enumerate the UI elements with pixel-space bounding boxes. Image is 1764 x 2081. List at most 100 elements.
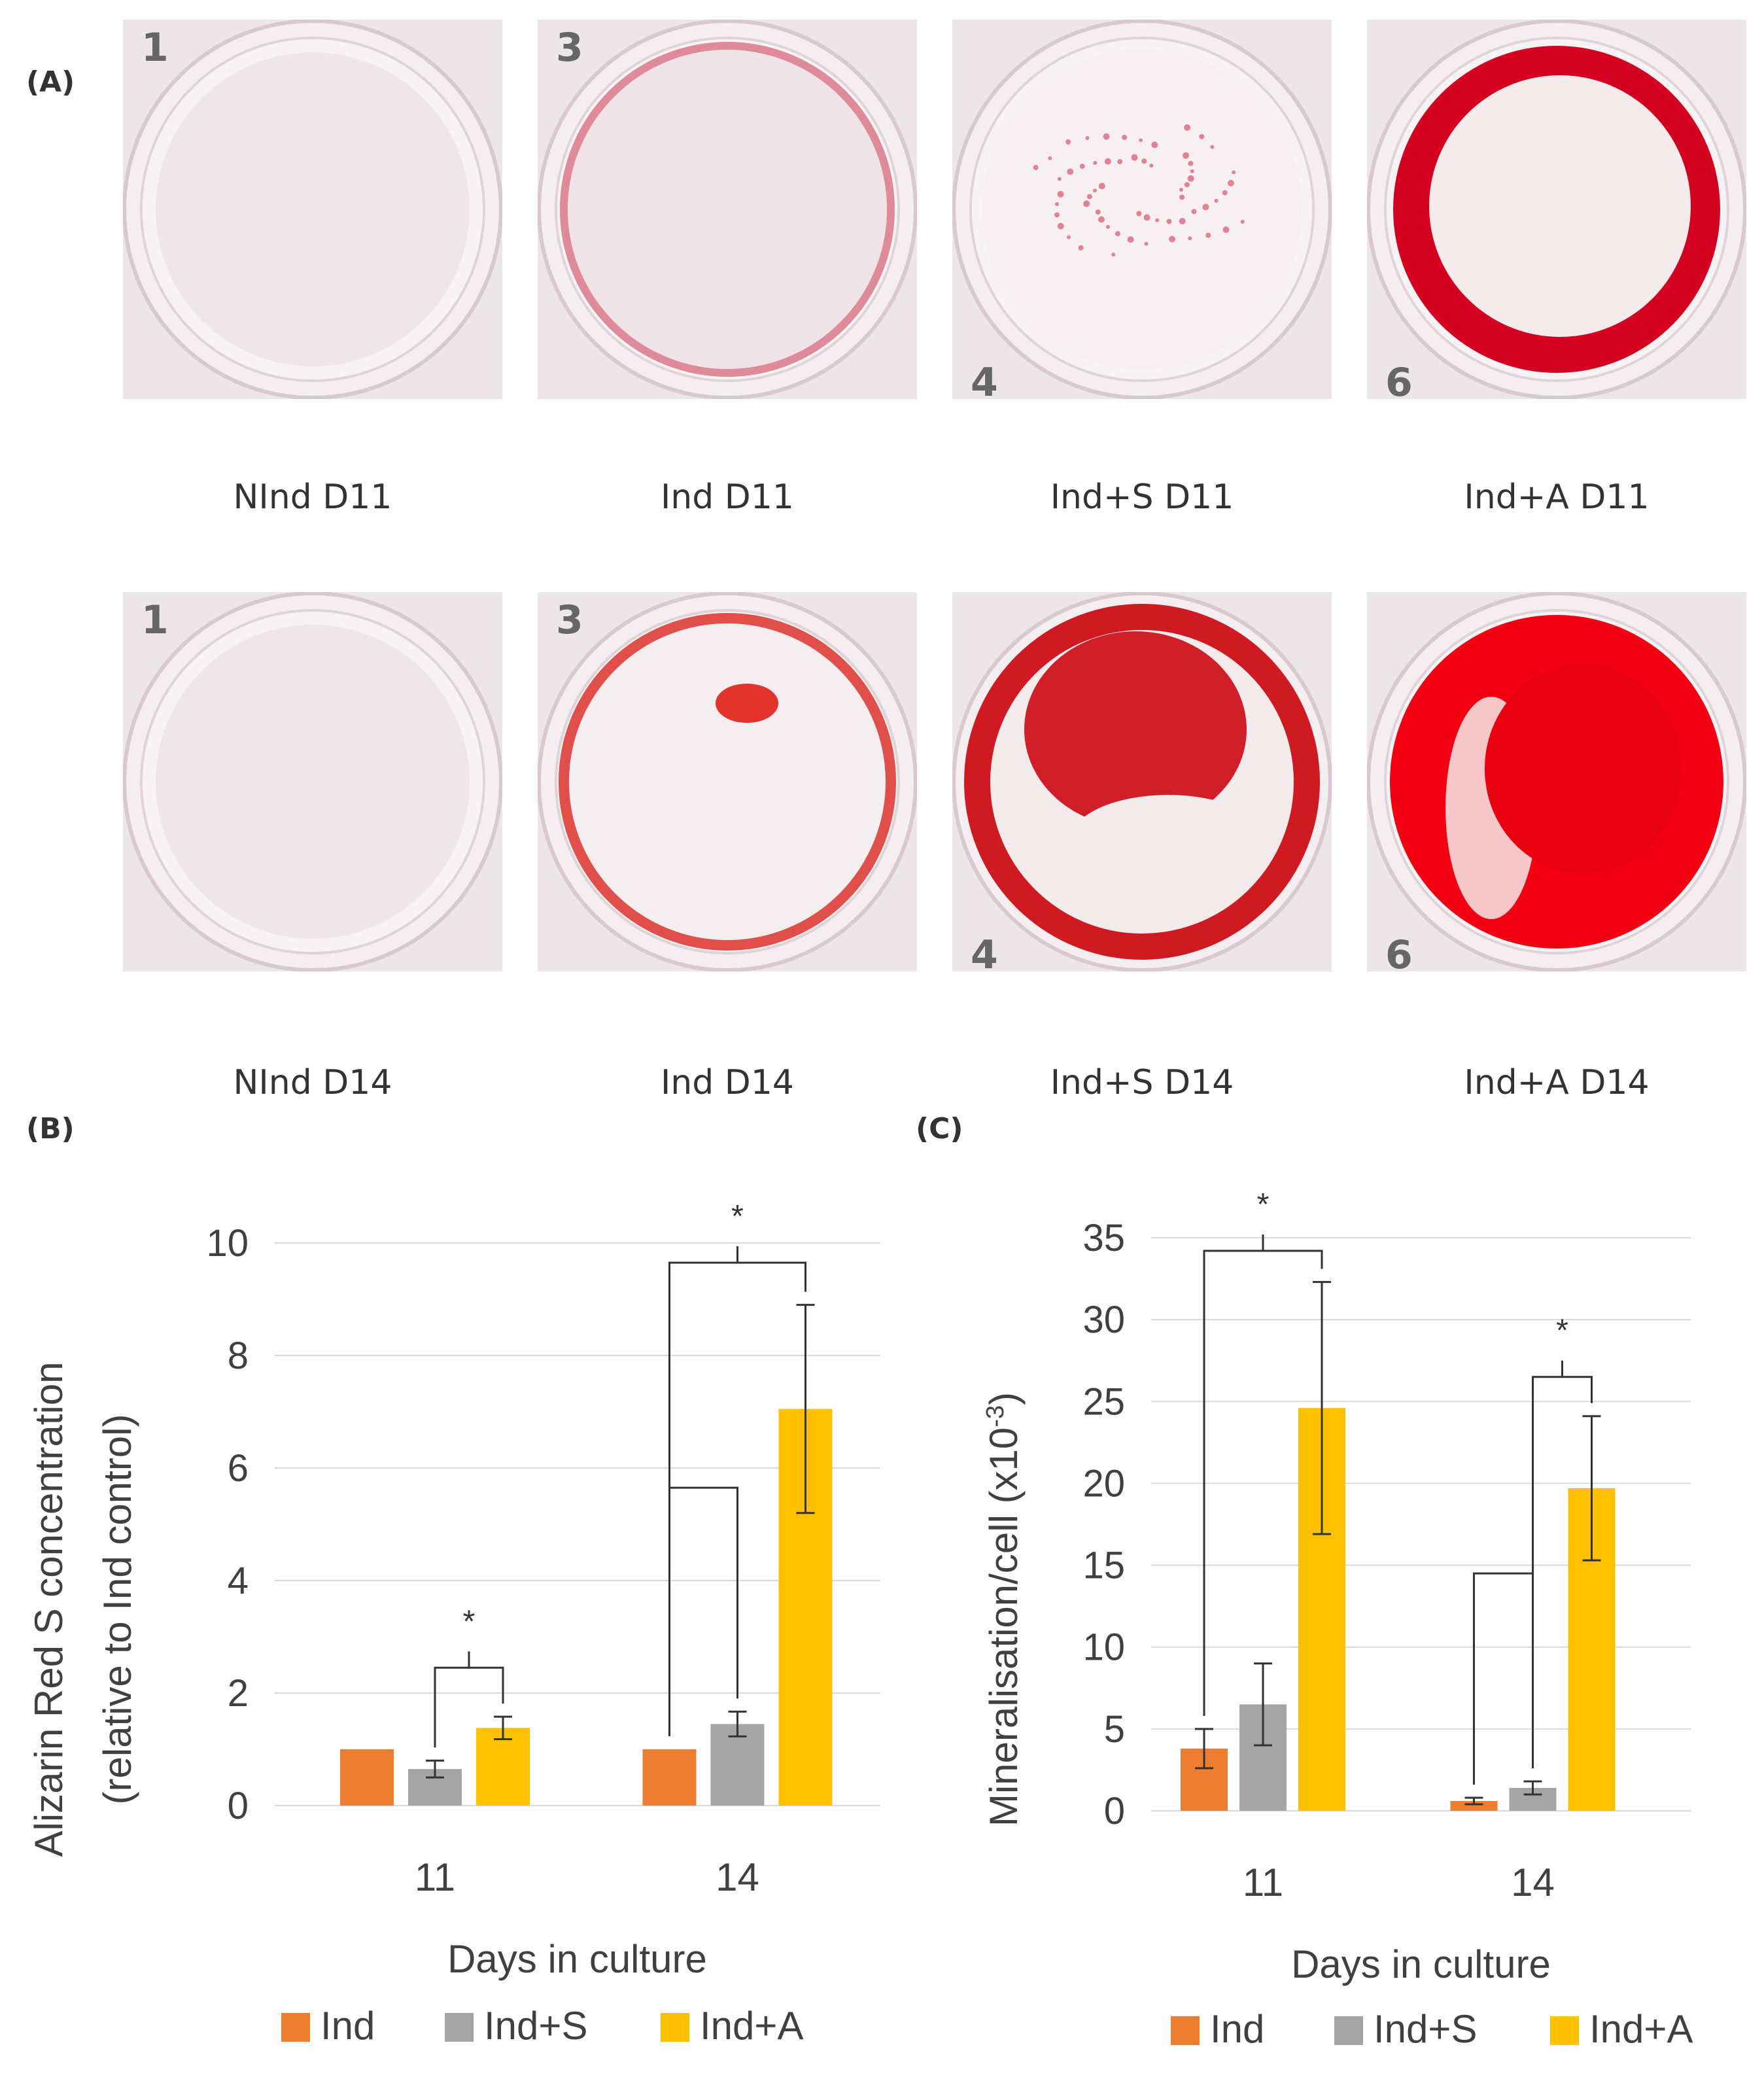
x-tick-label: 11 — [415, 1855, 455, 1899]
stain-speck — [1055, 201, 1060, 206]
stain-speck — [1232, 170, 1236, 175]
stain-speck — [1151, 141, 1158, 149]
stain-speck — [1187, 175, 1194, 182]
well-caption: Ind+S D14 — [1050, 1063, 1234, 1102]
stain-speck — [1149, 164, 1154, 168]
well-caption: NInd D14 — [233, 1063, 392, 1102]
outer-bracket — [1473, 1572, 1534, 1785]
stain-speck — [1141, 158, 1147, 164]
stain-speck — [1136, 211, 1142, 217]
stain-speck — [1057, 190, 1064, 198]
well-surface — [567, 621, 888, 942]
legend-label: Ind — [1210, 2007, 1264, 2051]
stain-speck — [1184, 124, 1191, 131]
stain-speck — [1214, 198, 1219, 203]
well-number: 3 — [556, 597, 583, 643]
stain-speck — [1188, 236, 1192, 241]
chart-c: 0 5 10 15 20 25 30 35 11 14 Days in culture * * Ind In… — [982, 1187, 1693, 2051]
stain-speck — [1205, 232, 1211, 238]
stain-speck — [1054, 212, 1060, 218]
stain-speck — [1111, 253, 1116, 257]
well-surface — [156, 52, 470, 366]
well-caption: NInd D11 — [233, 478, 392, 517]
stain-patch — [1024, 631, 1247, 828]
significance-star: * — [1257, 1187, 1270, 1222]
x-tick-label: 14 — [1511, 1861, 1555, 1904]
y-tick-label: 20 — [1082, 1462, 1125, 1505]
stain-speck — [1131, 154, 1138, 161]
stain-speck — [1083, 200, 1090, 207]
well-photo — [123, 592, 502, 971]
stain-speck — [1078, 245, 1084, 251]
stain-speck — [1184, 182, 1190, 188]
x-axis-label: Days in culture — [447, 1937, 707, 1981]
stain-core — [1485, 664, 1681, 873]
stain-speck — [1105, 224, 1110, 229]
stain-speck — [1222, 226, 1230, 234]
stain-speck — [1143, 214, 1150, 221]
well-number: 1 — [141, 597, 169, 643]
well-image: 6 — [1367, 592, 1746, 971]
y-tick-label: 0 — [228, 1785, 249, 1827]
well-image: 4 — [952, 592, 1332, 971]
well-number: 6 — [1385, 360, 1413, 399]
well-surface — [1429, 75, 1691, 337]
stain-spot — [716, 684, 778, 723]
stain-speck — [1191, 209, 1197, 215]
stain-speck — [1103, 133, 1110, 140]
well-image: 3 — [538, 20, 917, 399]
well-caption: Ind+A D11 — [1464, 478, 1650, 517]
significance-star: * — [463, 1604, 476, 1639]
bar — [340, 1749, 394, 1806]
stain-speck — [1139, 138, 1143, 143]
panel-a-label: (A) — [26, 65, 75, 99]
x-axis-label: Days in culture — [1291, 1942, 1551, 1986]
stain-speck — [1057, 222, 1064, 230]
stain-speck — [1188, 160, 1194, 166]
y-tick-label: 4 — [228, 1560, 249, 1602]
stain-speck — [1098, 183, 1105, 190]
panel-c-label: (C) — [916, 1112, 963, 1145]
stain-speck — [1222, 190, 1228, 196]
y-tick-label: 5 — [1104, 1708, 1125, 1751]
y-axis-label: Mineralisation/cell (x10-3) — [982, 1392, 1026, 1827]
well-caption: Ind D14 — [660, 1063, 795, 1102]
stain-speck — [1127, 236, 1134, 243]
well-clear-area — [1070, 795, 1266, 886]
stain-speck — [1098, 216, 1105, 223]
well-photo — [538, 20, 917, 399]
y-tick-label: 10 — [206, 1222, 249, 1265]
well-photo — [1367, 20, 1746, 399]
stain-speck — [1227, 179, 1234, 186]
stain-speck — [1199, 133, 1205, 139]
stain-speck — [1086, 194, 1092, 200]
stain-speck — [1033, 165, 1039, 171]
bar — [476, 1728, 530, 1806]
stain-speck — [1179, 188, 1183, 192]
legend-swatch — [1334, 2016, 1363, 2045]
stain-speck — [1066, 235, 1071, 239]
stain-speck — [1122, 135, 1128, 141]
well-caption: Ind+S D11 — [1050, 478, 1234, 517]
well-image: 1 — [123, 592, 502, 971]
well-image: 1 — [123, 20, 502, 399]
stain-speck — [1057, 177, 1062, 181]
y-axis-label-line2: (relative to Ind control) — [95, 1414, 139, 1805]
y-tick-label: 10 — [1082, 1626, 1125, 1669]
legend-label: Ind — [320, 2004, 375, 2048]
x-tick-label: 14 — [716, 1855, 759, 1899]
stain-speck — [1048, 156, 1052, 160]
stain-speck — [1166, 219, 1172, 224]
well-caption: Ind+A D14 — [1464, 1063, 1650, 1102]
y-tick-label: 35 — [1082, 1217, 1125, 1259]
stain-speck — [1115, 231, 1120, 237]
stain-speck — [1240, 219, 1245, 224]
well-image: 6 — [1367, 20, 1746, 399]
stain-speck — [1202, 203, 1209, 211]
stain-speck — [1144, 241, 1149, 246]
stain-speck — [1210, 145, 1215, 149]
y-tick-label: 8 — [228, 1335, 249, 1377]
stain-speck — [1182, 152, 1189, 159]
well-image: 3 — [538, 592, 917, 971]
